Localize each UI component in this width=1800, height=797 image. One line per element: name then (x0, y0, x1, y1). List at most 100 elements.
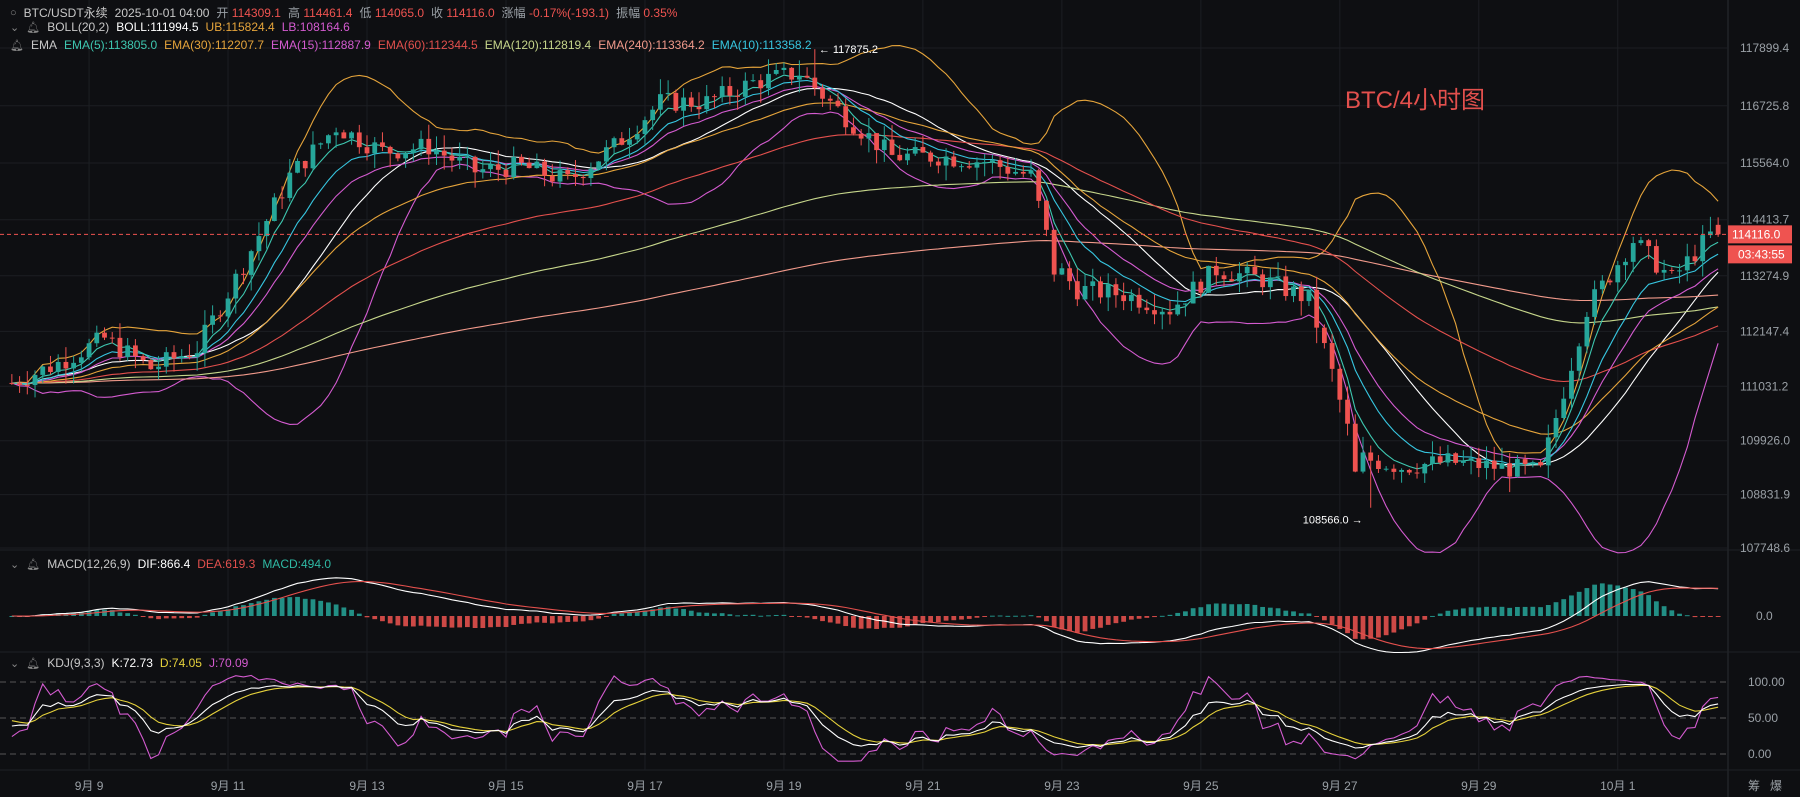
candle-body (881, 139, 887, 151)
macd-histogram-bar (796, 616, 802, 617)
macd-histogram-bar (627, 612, 632, 616)
candle-body (1406, 469, 1412, 473)
candle-body (1584, 316, 1590, 347)
macd-histogram-bar (1098, 616, 1103, 628)
chevron-icon[interactable]: ⌄ (10, 21, 20, 34)
macd-histogram-bar (1345, 616, 1350, 634)
candle-body (1206, 265, 1211, 293)
candle-body (279, 197, 285, 199)
macd-histogram-bar (210, 612, 215, 616)
boll-lb: LB:108164.6 (281, 20, 350, 34)
price-tick-label: 114413.7 (1740, 213, 1789, 227)
candle-body (1337, 368, 1343, 400)
candle-body (1499, 463, 1505, 469)
d-value: D:74.05 (159, 656, 202, 670)
macd-histogram-bar (295, 596, 300, 616)
kdj-label: KDJ(9,3,3) (47, 656, 105, 670)
date-tick-label: 9月 29 (1461, 779, 1497, 793)
macd-histogram-bar (1638, 591, 1644, 616)
macd-histogram-bar (557, 616, 563, 623)
macd-histogram-bar (619, 613, 625, 616)
macd-histogram-bar (1368, 616, 1374, 639)
candle-body (132, 345, 138, 357)
macd-histogram-bar (1383, 616, 1389, 636)
macd-histogram-bar (1684, 615, 1690, 617)
date-tick-label: 10月 1 (1600, 779, 1636, 793)
macd-histogram-bar (534, 616, 540, 623)
macd-histogram-bar (187, 616, 192, 619)
macd-histogram-bar (1113, 616, 1119, 624)
candle-body (40, 366, 46, 375)
macd-histogram-bar (935, 616, 941, 623)
date-tick-label: 9月 21 (905, 779, 941, 793)
chevron-icon[interactable]: ⌄ (10, 558, 20, 571)
macd-histogram-bar (526, 616, 532, 624)
macd-histogram-bar (966, 616, 972, 619)
amplitude-value: 0.35% (643, 6, 678, 20)
macd-histogram-bar (1453, 609, 1459, 616)
macd-histogram-bar (248, 603, 254, 616)
candle-body (403, 153, 409, 159)
candle-body (951, 156, 957, 167)
macd-histogram-bar (742, 614, 748, 616)
macd-histogram-bar (665, 606, 671, 616)
macd-histogram-bar (1376, 616, 1381, 638)
candle-body (1615, 265, 1621, 283)
macd-histogram-bar (588, 616, 594, 621)
candle-body (426, 138, 432, 155)
candle-body (719, 86, 725, 98)
bell-icon[interactable]: 🔔︎ (10, 39, 24, 52)
macd-histogram-bar (9, 616, 15, 617)
candle-body (1653, 246, 1659, 273)
candle-body (1708, 231, 1713, 236)
candle-body (55, 361, 61, 372)
candle-body (1638, 240, 1644, 244)
candle-body (1437, 456, 1443, 463)
candle-body (1067, 268, 1072, 282)
macd-histogram-bar (603, 616, 609, 617)
bell-icon[interactable]: 🔔︎ (26, 558, 41, 571)
price-tick-label: 108831.9 (1740, 488, 1790, 502)
candle-body (434, 150, 439, 155)
macd-histogram-bar (688, 610, 694, 616)
candle-body (673, 92, 679, 111)
candle-body (102, 332, 107, 338)
candle-body (549, 175, 555, 182)
candle-body (557, 170, 563, 182)
candle-body (773, 69, 779, 74)
chevron-icon[interactable]: ⌄ (10, 657, 20, 670)
candle-body (217, 315, 223, 317)
macd-histogram-bar (750, 614, 756, 616)
macd-histogram-bar (920, 616, 926, 624)
bell-icon[interactable]: 🔔︎ (26, 21, 41, 34)
macd-histogram-bar (395, 616, 401, 626)
macd-histogram-bar (341, 607, 347, 616)
candle-body (1175, 304, 1181, 315)
macd-histogram-bar (1484, 606, 1489, 616)
candle-body (742, 80, 748, 97)
candle-body (1607, 280, 1613, 283)
macd-histogram-bar (758, 615, 764, 617)
macd-histogram-bar (1128, 616, 1134, 620)
bell-icon[interactable]: 🔔︎ (26, 657, 41, 670)
macd-histogram-bar (897, 616, 903, 628)
macd-histogram-bar (1152, 616, 1157, 618)
macd-histogram-bar (1229, 604, 1235, 616)
candle-body (1298, 286, 1304, 302)
ema30-line (11, 102, 1719, 435)
candle-body (1391, 468, 1397, 472)
candle-body (1159, 311, 1165, 315)
macd-histogram-bar (835, 616, 841, 624)
candle-body (796, 75, 802, 80)
macd-histogram-bar (318, 600, 324, 616)
candle-body (326, 135, 331, 144)
macd-histogram-bar (287, 597, 293, 616)
candle-body (1098, 281, 1103, 298)
j-line (11, 674, 1719, 762)
macd-histogram-bar (1183, 611, 1188, 616)
macd-histogram-bar (1267, 607, 1273, 616)
candle-body (634, 134, 640, 140)
macd-histogram-bar (264, 599, 270, 616)
macd-histogram-bar (1522, 606, 1528, 616)
